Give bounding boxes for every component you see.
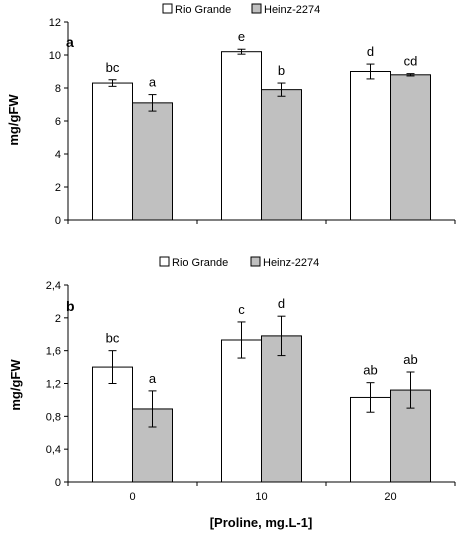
panel-a-legend-swatch-rio-grande [162,3,173,14]
panel-b-x-axis-label: [Proline, mg.L-1] [210,515,313,530]
panel-b-significance-label: a [149,371,157,386]
panel-a-bar [261,89,302,221]
panel-b-x-tick-label: 10 [255,491,267,503]
panel-b-x-tick-label: 0 [129,491,135,503]
panel-a-bar [92,82,133,221]
panel-a-bar [221,51,262,221]
panel-a-tag: a [66,34,74,50]
panel-b-y-tick-label: 0,4 [46,444,61,456]
panel-a-significance-label: e [238,29,245,44]
panel-a-bar [132,102,173,221]
panel-a-legend-rio-grande: Rio Grande [175,4,231,16]
panel-b-y-tick-label: 2 [55,313,61,325]
panel-b-legend-swatch-rio-grande [159,256,170,267]
panel-a-y-tick-label: 2 [55,182,61,194]
panel-a-y-axis-label: mg/gFW [6,94,21,146]
panel-a-legend-swatch-heinz [251,3,262,14]
panel-b-y-axis-label: mg/gFW [8,359,23,411]
panel-b-y-tick-label: 0 [55,477,61,489]
panel-a-significance-label: b [278,63,285,78]
panel-b-legend-heinz: Heinz-2274 [263,257,319,269]
panel-a-significance-label: cd [404,54,418,69]
panel-a-significance-label: d [367,44,374,59]
panel-b-y-tick-label: 2,4 [46,280,61,292]
panel-b-significance-label: d [278,296,285,311]
panel-a-y-tick-label: 12 [49,17,61,29]
panel-a-significance-label: bc [106,60,120,75]
panel-a: Rio Grande Heinz-2274 a mg/gFW 0 2 4 6 8 10 12… [6,3,456,227]
panel-b-legend-rio-grande: Rio Grande [172,257,228,269]
panel-a-y-tick-label: 0 [55,215,61,227]
panel-b-bar [92,366,133,483]
panel-b-y-tick-label: 1,6 [46,346,61,358]
panel-b-significance-label: ab [363,363,377,378]
panel-a-y-tick-label: 8 [55,83,61,95]
panel-a-y-tick-label: 10 [49,50,61,62]
panel-b-x-tick-label: 20 [384,491,396,503]
panel-b-bar [261,335,302,483]
panel-a-y-tick-label: 4 [55,149,61,161]
panel-b-tag: b [66,298,75,314]
panel-b-significance-label: c [238,302,245,317]
panel-b-y-tick-label: 1,2 [46,379,61,391]
panel-a-y-tick-label: 6 [55,116,61,128]
panel-a-bar [350,71,391,221]
panel-a-bar [390,74,431,221]
panel-b-bar [221,339,262,483]
panel-a-legend-heinz: Heinz-2274 [264,4,320,16]
panel-b-significance-label: bc [106,331,120,346]
panel-b-y-tick-label: 0,8 [46,411,61,423]
panel-b-significance-label: ab [403,352,417,367]
panel-b: Rio Grande Heinz-2274 b mg/gFW [Proline,… [8,256,456,530]
panel-b-legend-swatch-heinz [250,256,261,267]
panel-a-significance-label: a [149,75,157,90]
